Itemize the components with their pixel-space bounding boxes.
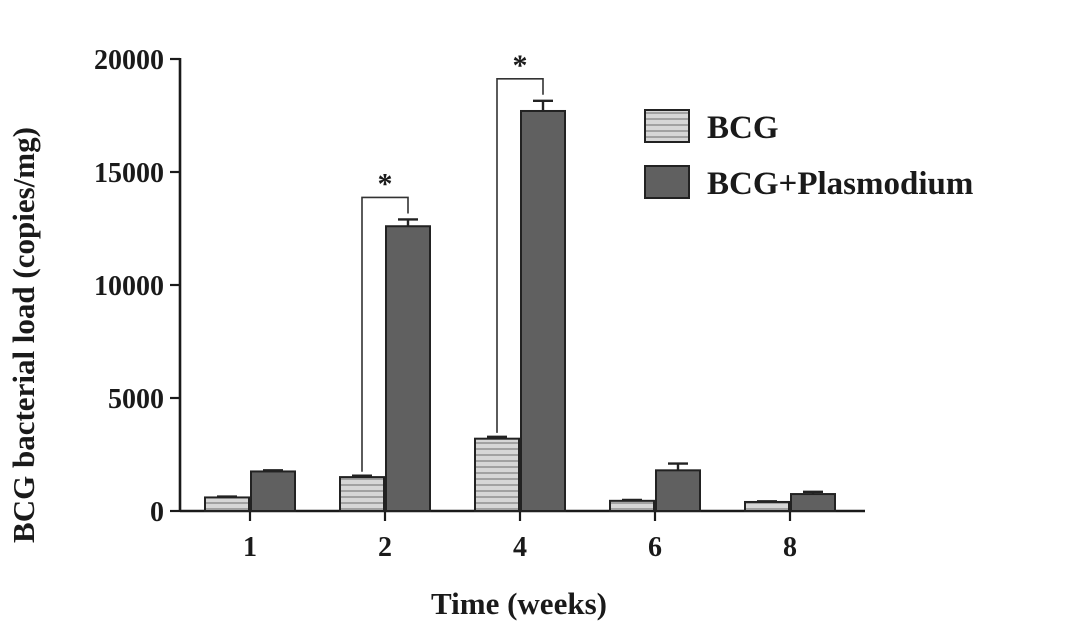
legend-swatch-bcg (644, 109, 690, 143)
y-tick-label: 5000 (108, 384, 164, 415)
significance-star: * (378, 167, 393, 200)
bar-bcg-week-4 (474, 437, 520, 512)
error-bar (263, 469, 283, 472)
error-bar (533, 99, 553, 111)
error-bar (352, 474, 372, 478)
x-tick-label: 4 (513, 532, 527, 563)
y-tick-label: 15000 (94, 158, 164, 189)
legend-label-bcg: BCG (707, 110, 779, 146)
error-bar (217, 495, 237, 498)
significance-bracket (361, 196, 409, 472)
x-tick-label: 2 (378, 532, 392, 563)
significance-star: * (513, 49, 528, 82)
bar-bcg-plasmodium-week-4 (520, 109, 566, 512)
x-axis-title: Time (weeks) (431, 586, 607, 621)
y-axis-title: BCG bacterial load (copies/mg) (6, 127, 41, 543)
x-tick-label: 6 (648, 532, 662, 563)
legend-label-bcg-plasmodium: BCG+Plasmodium (707, 166, 973, 202)
bar-bcg-plasmodium-week-6 (655, 469, 701, 513)
error-bar (668, 462, 688, 471)
error-bar (803, 490, 823, 495)
error-bar (487, 435, 507, 439)
legend: BCG BCG+Plasmodium (644, 109, 973, 202)
x-tick-label: 1 (243, 532, 257, 563)
y-tick-label: 10000 (94, 271, 164, 302)
error-bar (622, 498, 642, 502)
plot-area: 0 5000 10000 15000 20000 1 2 4 6 8 * * (94, 45, 865, 563)
x-tick-label: 8 (783, 532, 797, 563)
y-tick-label: 20000 (94, 45, 164, 76)
bar-bcg-week-8 (744, 500, 790, 512)
bar-bcg-week-2 (339, 476, 385, 513)
error-bar (398, 218, 418, 227)
y-tick-label: 0 (150, 497, 164, 528)
legend-swatch-bcg-plasmodium (644, 165, 690, 199)
bar-bcg-week-1 (204, 496, 250, 513)
error-bar (757, 500, 777, 503)
significance-bracket (496, 78, 544, 433)
bar-bcg-plasmodium-week-1 (250, 470, 296, 513)
bar-bcg-plasmodium-week-8 (790, 493, 836, 512)
bar-bcg-plasmodium-week-2 (385, 225, 431, 513)
bar-bcg-week-6 (609, 499, 655, 512)
